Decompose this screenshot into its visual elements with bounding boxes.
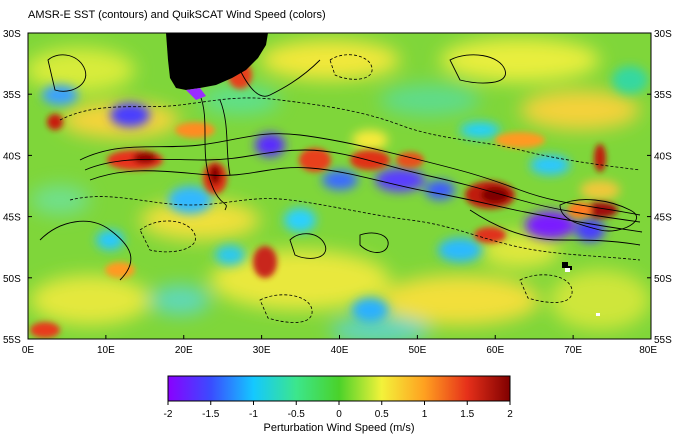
lon-label: 50E (408, 345, 426, 356)
lat-label-right: 35S (654, 90, 672, 101)
colorbar-ticks: -2 -1.5 -1 -0.5 0 0.5 1 1.5 2 (164, 401, 513, 420)
colorbar-tick-label: 1.5 (460, 409, 474, 420)
lat-label-left: 30S (3, 29, 21, 40)
lat-label-left: 35S (3, 90, 21, 101)
colorbar-tick-label: -1.5 (202, 409, 220, 420)
lat-label-left: 50S (3, 274, 21, 285)
lon-label: 40E (331, 345, 349, 356)
lat-label-right: 40S (654, 151, 672, 162)
colorbar-tick-label: -2 (164, 409, 173, 420)
lon-label: 30E (253, 345, 271, 356)
lat-label-right: 50S (654, 274, 672, 285)
colorbar-tick-label: -0.5 (288, 409, 306, 420)
lon-label: 80E (639, 345, 657, 356)
lat-label-left: 40S (3, 151, 21, 162)
longitude-axis: 0E 10E 20E 30E 40E 50E 60E 70E 80E (22, 335, 657, 356)
colorbar (167, 375, 511, 402)
figure-title: AMSR-E SST (contours) and QuikSCAT Wind … (28, 9, 326, 21)
colorbar-tick-label: -1 (249, 409, 258, 420)
sst-contours (39, 54, 643, 281)
colorbar-tick-label: 1 (422, 409, 428, 420)
lat-label-right: 45S (654, 213, 672, 224)
land-mask-africa (166, 33, 268, 90)
colorbar-label: Perturbation Wind Speed (m/s) (263, 422, 414, 434)
lon-label: 60E (486, 345, 504, 356)
lon-label: 20E (175, 345, 193, 356)
colorbar-tick-label: 0 (336, 409, 342, 420)
lat-label-right: 30S (654, 29, 672, 40)
lat-label-left: 55S (3, 335, 21, 346)
latitude-axis: 30S 30S 35S 35S 40S 40S 45S 45S 50S 50S 55S 55S (3, 29, 672, 346)
lat-label-right: 55S (654, 335, 672, 346)
lat-label-left: 45S (3, 213, 21, 224)
lon-label: 0E (22, 345, 35, 356)
wind-speed-field (28, 33, 651, 339)
colorbar-tick-label: 2 (507, 409, 513, 420)
land-mask-island (562, 262, 568, 268)
lon-label: 10E (97, 345, 115, 356)
lon-label: 70E (564, 345, 582, 356)
colorbar-tick-label: 0.5 (375, 409, 389, 420)
